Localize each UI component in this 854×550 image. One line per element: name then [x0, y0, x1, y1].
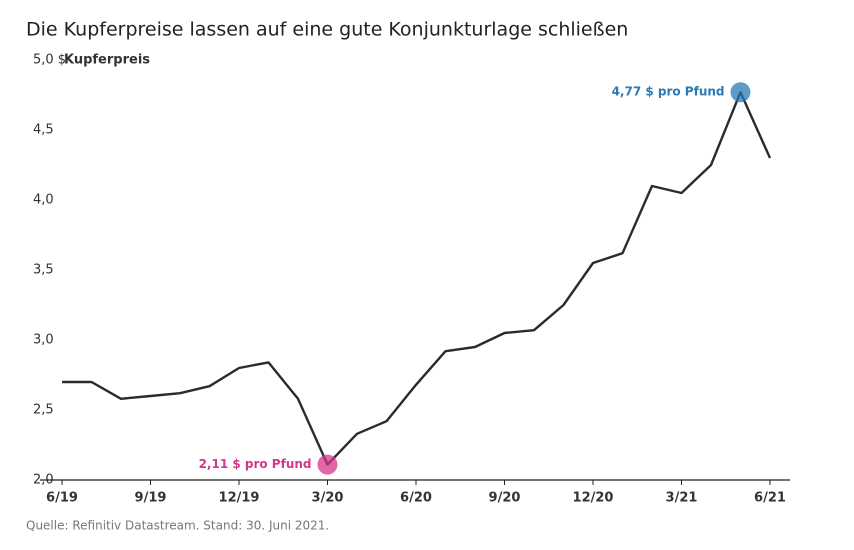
- x-tick-label: 9/19: [135, 491, 167, 506]
- y-tick-label: 3,0: [33, 333, 54, 348]
- annotation: 4,77 $ pro Pfund: [612, 85, 725, 99]
- price-line: [62, 91, 772, 466]
- highlight-dot: [317, 454, 338, 475]
- x-tick-label: 6/21: [754, 491, 786, 506]
- source-note: Quelle: Refinitiv Datastream. Stand: 30.…: [26, 519, 329, 533]
- annotation: 2,11 $ pro Pfund: [199, 457, 312, 471]
- y-tick-label: 4,0: [33, 193, 54, 208]
- x-tick-label: 6/19: [46, 491, 78, 506]
- x-tick-label: 12/19: [219, 491, 260, 506]
- y-tick-label: 5,0 $: [33, 53, 66, 68]
- chart-title: Die Kupferpreise lassen auf eine gute Ko…: [26, 19, 628, 41]
- x-tick-label: 3/20: [312, 491, 344, 506]
- x-tick-label: 12/20: [573, 491, 614, 506]
- y-tick-label: 4,5: [33, 123, 54, 138]
- x-tick-label: 3/21: [666, 491, 698, 506]
- highlight-dot: [730, 82, 751, 103]
- y-tick-label: 2,5: [33, 403, 54, 418]
- y-axis-title: Kupferpreis: [64, 53, 150, 68]
- y-tick-label: 3,5: [33, 263, 54, 278]
- x-tick-label: 9/20: [489, 491, 521, 506]
- x-tick-label: 6/20: [400, 491, 432, 506]
